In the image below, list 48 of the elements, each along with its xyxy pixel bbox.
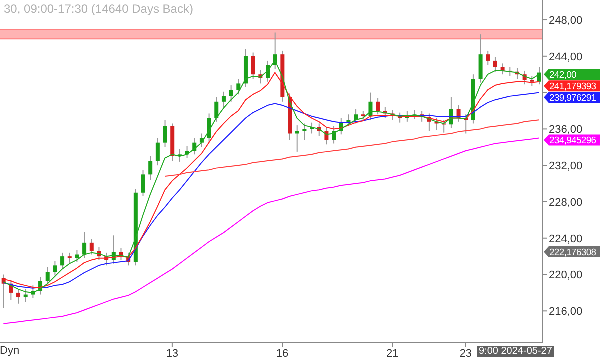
text: Dyn: [0, 345, 20, 357]
y-tick-label: 228,00: [549, 196, 583, 209]
chart-title: 30, 09:00-17:30 (14640 Days Back): [4, 2, 194, 16]
data-label: 239,976291: [550, 93, 596, 104]
data-label: 234,945296: [550, 136, 596, 147]
y-tick-label: 216,00: [549, 306, 583, 318]
candlestick: [141, 170, 146, 198]
candlestick: [229, 85, 234, 102]
data-label: 242,00: [550, 70, 577, 82]
candlestick: [376, 98, 380, 116]
line-series: [3, 138, 540, 324]
text: 222,176308: [550, 248, 596, 258]
line-series: [164, 120, 540, 178]
candlestick: [82, 232, 87, 259]
candlestick: [493, 56, 498, 72]
candlestick: [302, 123, 307, 141]
candlestick: [68, 252, 72, 264]
candlestick: [53, 260, 58, 276]
candlestick: [354, 108, 358, 124]
x-tick-label: 21: [386, 348, 399, 357]
y-tick-label: 232,00: [549, 160, 583, 172]
candlestick: [222, 91, 226, 108]
candlestick: [148, 156, 153, 181]
candlestick: [46, 266, 50, 286]
candlestick: [75, 250, 80, 263]
x-tick-label: 13: [166, 348, 179, 357]
candlestick: [251, 52, 256, 80]
data-label: 241,179393: [550, 82, 596, 93]
x-tick-label: 16: [276, 348, 289, 357]
candlestick: [90, 238, 94, 256]
candlestick: [530, 76, 534, 87]
y-tick-label: 236,00: [549, 124, 583, 136]
candlestick: [207, 113, 212, 142]
candlestick: [214, 96, 219, 122]
candlestick: [236, 78, 241, 96]
candlestick: [163, 120, 168, 148]
candlestick: [295, 125, 300, 152]
text: 9:00 2024-05-27: [477, 346, 554, 357]
y-tick-label: 244,00: [549, 51, 583, 64]
candlestick: [60, 252, 65, 270]
candlestick: [16, 288, 21, 304]
candlestick: [156, 138, 160, 166]
y-tick-label: 220,00: [549, 270, 583, 282]
y-tick-label: 224,00: [549, 233, 583, 246]
candlestick: [486, 50, 490, 66]
y-tick-label: 248,00: [549, 14, 583, 27]
x-tick-label: 23: [460, 348, 472, 357]
candlestick: [361, 110, 366, 121]
